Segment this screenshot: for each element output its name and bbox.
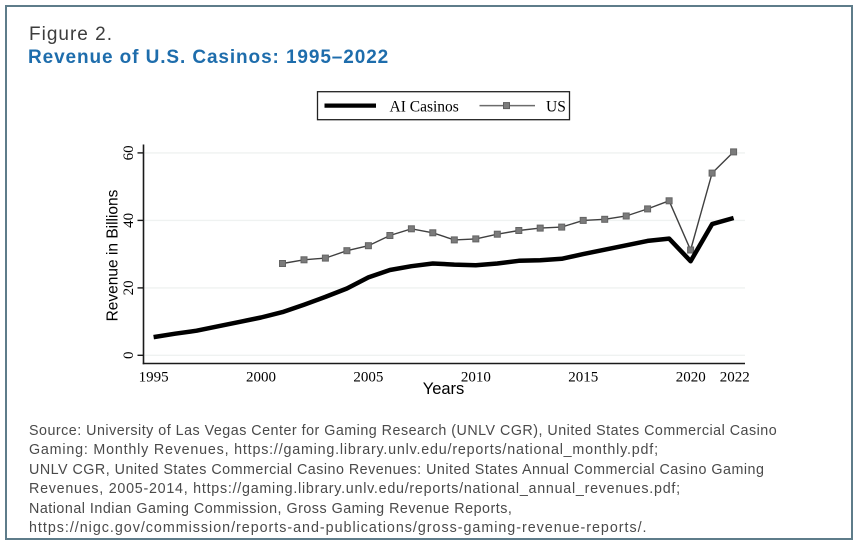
svg-text:60: 60 (121, 145, 137, 160)
svg-text:Years: Years (423, 380, 465, 398)
svg-text:US: US (546, 98, 566, 115)
svg-text:40: 40 (121, 213, 137, 228)
svg-text:20: 20 (121, 280, 137, 295)
svg-text:Revenue in Billions: Revenue in Billions (104, 189, 121, 321)
svg-text:AI Casinos: AI Casinos (390, 98, 459, 115)
svg-text:0: 0 (121, 352, 137, 360)
svg-text:2010: 2010 (461, 370, 491, 386)
svg-text:2015: 2015 (568, 370, 598, 386)
svg-text:2020: 2020 (676, 370, 706, 386)
svg-text:2000: 2000 (246, 370, 276, 386)
svg-text:2022: 2022 (720, 370, 750, 386)
svg-text:2005: 2005 (353, 370, 383, 386)
svg-text:1995: 1995 (139, 370, 169, 386)
